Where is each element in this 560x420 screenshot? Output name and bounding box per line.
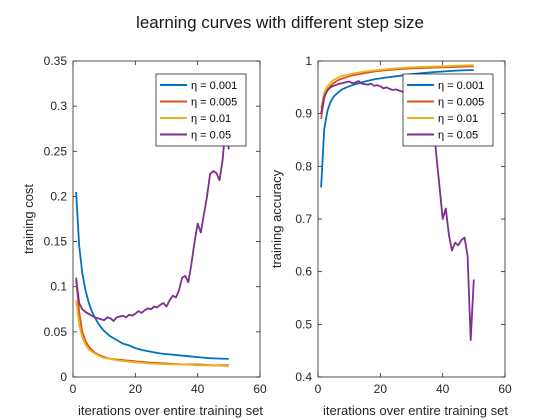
accuracy-series-line-1 bbox=[320, 69, 474, 188]
cost-series-line-4 bbox=[75, 123, 230, 322]
cost-series-group bbox=[75, 123, 230, 368]
x-tick-label: 40 bbox=[191, 382, 205, 396]
cost-y-axis-label: training cost bbox=[21, 184, 36, 254]
figure-title: learning curves with different step size bbox=[136, 13, 424, 32]
cost-subplot: 0 20 40 60 0 0.05 0.1 0.15 0.2 0.25 0.3 0.35 iterati… bbox=[21, 54, 267, 418]
accuracy-series-line-3 bbox=[320, 64, 474, 109]
legend-label-2: η = 0.005 bbox=[438, 97, 484, 109]
legend-label-3: η = 0.01 bbox=[438, 113, 478, 125]
accuracy-series-line-4 bbox=[320, 80, 475, 342]
legend-label-4: η = 0.05 bbox=[191, 130, 231, 142]
y-tick-label: 0.1 bbox=[50, 280, 67, 294]
x-tick-label: 40 bbox=[436, 382, 450, 396]
y-tick-label: 0.8 bbox=[295, 159, 312, 173]
y-tick-label: 0.05 bbox=[44, 325, 68, 339]
y-tick-label: 0.15 bbox=[44, 235, 68, 249]
cost-legend: η = 0.001 η = 0.005 η = 0.01 η = 0.05 bbox=[155, 73, 247, 147]
x-tick-label: 20 bbox=[374, 382, 388, 396]
accuracy-legend: η = 0.001 η = 0.005 η = 0.01 η = 0.05 bbox=[402, 73, 494, 147]
y-tick-label: 1 bbox=[305, 54, 312, 68]
x-tick-label: 60 bbox=[253, 382, 267, 396]
legend-label-1: η = 0.001 bbox=[191, 80, 237, 92]
legend-label-2: η = 0.005 bbox=[191, 97, 237, 109]
cost-series-line-3 bbox=[75, 300, 229, 368]
legend-label-4: η = 0.05 bbox=[438, 130, 478, 142]
y-tick-label: 0.25 bbox=[44, 144, 68, 158]
legend-label-1: η = 0.001 bbox=[438, 80, 484, 92]
accuracy-subplot: 0 20 40 60 0.4 0.5 0.6 0.7 0.8 0.9 1 iterations ove… bbox=[269, 54, 512, 418]
y-tick-label: 0.5 bbox=[295, 317, 312, 331]
y-tick-label: 0.9 bbox=[295, 107, 312, 121]
x-tick-label: 0 bbox=[70, 382, 77, 396]
accuracy-series-line-2 bbox=[320, 65, 474, 120]
y-tick-label: 0.6 bbox=[295, 265, 312, 279]
y-tick-label: 0.35 bbox=[44, 54, 68, 68]
cost-series-line-1 bbox=[75, 191, 229, 360]
y-tick-label: 0.4 bbox=[295, 370, 312, 384]
accuracy-x-axis-label: iterations over entire training set bbox=[323, 403, 508, 418]
cost-x-axis-label: iterations over entire training set bbox=[78, 403, 263, 418]
legend-label-3: η = 0.01 bbox=[191, 113, 231, 125]
y-tick-label: 0.2 bbox=[50, 189, 67, 203]
accuracy-y-axis-label: training accuracy bbox=[269, 169, 284, 268]
y-tick-label: 0 bbox=[60, 370, 67, 384]
y-tick-label: 0.3 bbox=[50, 99, 67, 113]
x-tick-label: 0 bbox=[315, 382, 322, 396]
x-tick-label: 60 bbox=[498, 382, 512, 396]
accuracy-series-group bbox=[320, 64, 475, 342]
y-tick-label: 0.7 bbox=[295, 212, 312, 226]
x-tick-label: 20 bbox=[129, 382, 143, 396]
